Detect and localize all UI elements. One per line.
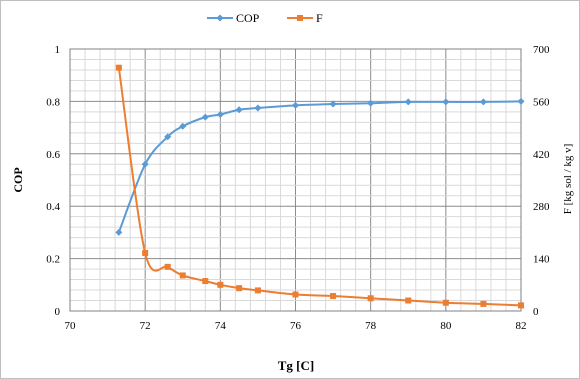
- data-point-cop: [479, 98, 487, 106]
- legend-item-cop: COP: [207, 11, 260, 25]
- data-point-f: [405, 297, 412, 304]
- x-tick-label: 76: [290, 320, 302, 332]
- x-tick-label: 72: [140, 320, 151, 332]
- series-layer: [115, 64, 525, 309]
- legend-label-f: F: [316, 11, 323, 25]
- data-point-cop: [216, 111, 224, 118]
- y-tick-label-left: 0: [55, 306, 61, 318]
- y-tick-label-left: 0.6: [46, 149, 60, 161]
- x-tick-label: 78: [365, 320, 377, 332]
- x-axis-label: Tg [C]: [278, 358, 314, 373]
- data-point-cop: [179, 122, 187, 130]
- data-point-f: [367, 295, 374, 302]
- x-tick-label: 82: [516, 320, 527, 332]
- data-point-cop: [115, 228, 123, 236]
- data-point-f: [202, 278, 209, 285]
- data-point-f: [292, 291, 299, 298]
- y-tick-label-right: 280: [533, 201, 550, 213]
- data-point-cop: [404, 98, 412, 106]
- y-axis-label-right: F [kg sol / kg v]: [562, 144, 574, 215]
- y-axis-label-left: COP: [11, 167, 25, 192]
- data-point-cop: [367, 99, 375, 107]
- data-point-cop: [141, 160, 149, 168]
- legend: COP F: [207, 11, 323, 25]
- data-point-f: [330, 293, 337, 300]
- x-tick-label: 80: [440, 320, 452, 332]
- legend-marker-f: [297, 15, 303, 21]
- data-point-f: [115, 64, 122, 71]
- y-tick-label-left: 1: [55, 44, 61, 56]
- x-tick-label: 70: [65, 320, 77, 332]
- data-point-f: [164, 263, 171, 270]
- legend-marker-cop: [216, 14, 224, 22]
- data-point-cop: [201, 113, 209, 121]
- y-tick-label-right: 140: [533, 254, 550, 266]
- data-point-cop: [254, 104, 262, 112]
- data-point-cop: [292, 101, 299, 109]
- data-point-f: [442, 299, 449, 306]
- data-point-f: [480, 300, 487, 307]
- data-point-f: [254, 287, 261, 294]
- y-tick-label-left: 0.8: [46, 96, 60, 108]
- data-point-cop: [164, 133, 172, 141]
- y-tick-label-right: 700: [533, 44, 550, 56]
- x-tick-label: 74: [215, 320, 227, 332]
- data-point-cop: [235, 106, 243, 114]
- y-tick-label-left: 0.2: [46, 254, 60, 266]
- data-point-f: [217, 281, 224, 288]
- y-tick-label-right: 560: [533, 96, 550, 108]
- y-tick-label-right: 420: [533, 149, 550, 161]
- y-tick-label-right: 0: [533, 306, 539, 318]
- data-point-f: [142, 249, 149, 256]
- legend-label-cop: COP: [236, 11, 260, 25]
- data-point-f: [179, 272, 186, 279]
- legend-item-f: F: [287, 11, 323, 25]
- y-tick-label-left: 0.4: [46, 201, 60, 213]
- data-point-f: [518, 302, 524, 309]
- plot-area-border: [69, 48, 522, 312]
- data-point-cop: [442, 98, 450, 106]
- data-point-f: [236, 285, 243, 292]
- data-point-cop: [517, 97, 525, 105]
- tick-labels: 70 72 74 76 78 80 82 0 0.2 0.4 0.6 0.8 1 0 140 280 420 56…: [46, 44, 550, 332]
- data-point-cop: [329, 100, 337, 108]
